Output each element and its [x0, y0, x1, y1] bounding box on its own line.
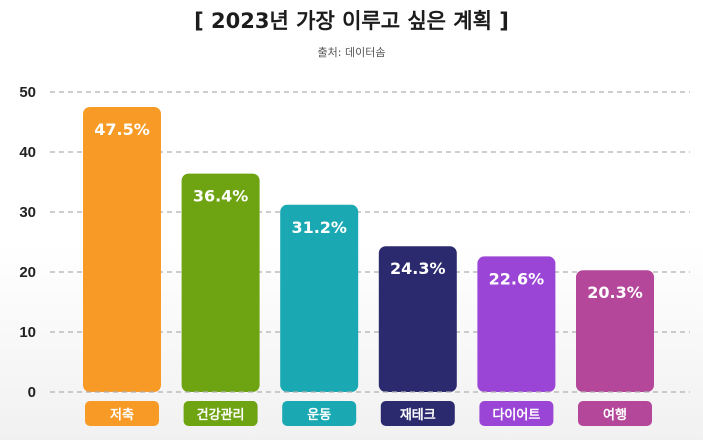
category-pill — [479, 401, 554, 426]
bar — [576, 270, 654, 392]
data-label: 24.3% — [390, 259, 446, 278]
chart-title: [ 2023년 가장 이루고 싶은 계획 ] — [194, 9, 509, 33]
category-label: 저축 — [110, 407, 134, 423]
bar — [83, 107, 161, 392]
data-label: 47.5% — [94, 120, 150, 139]
category-label: 여행 — [603, 407, 627, 423]
y-tick-label: 0 — [28, 384, 36, 401]
category-pill — [85, 401, 159, 426]
category-pill — [183, 401, 258, 426]
chart-source: 출처: 데이터솜 — [317, 46, 386, 59]
category-pill — [282, 401, 357, 426]
y-tick-label: 50 — [19, 84, 36, 101]
y-tick-label: 20 — [19, 264, 36, 281]
data-label: 22.6% — [489, 269, 545, 288]
data-label: 20.3% — [587, 283, 643, 302]
category-label: 다이어트 — [492, 407, 540, 423]
data-label: 31.2% — [291, 218, 347, 237]
category-pill — [578, 401, 652, 426]
bar — [181, 173, 260, 392]
y-tick-label: 10 — [19, 324, 36, 341]
y-tick-label: 40 — [19, 144, 36, 161]
category-label: 재테크 — [400, 408, 436, 423]
category-pill — [380, 401, 455, 426]
bar — [280, 204, 359, 392]
bar — [477, 256, 556, 392]
category-label: 운동 — [307, 408, 331, 423]
bar — [378, 246, 457, 392]
data-label: 36.4% — [193, 187, 249, 206]
category-label: 건강관리 — [197, 407, 245, 423]
y-tick-label: 30 — [19, 204, 36, 221]
